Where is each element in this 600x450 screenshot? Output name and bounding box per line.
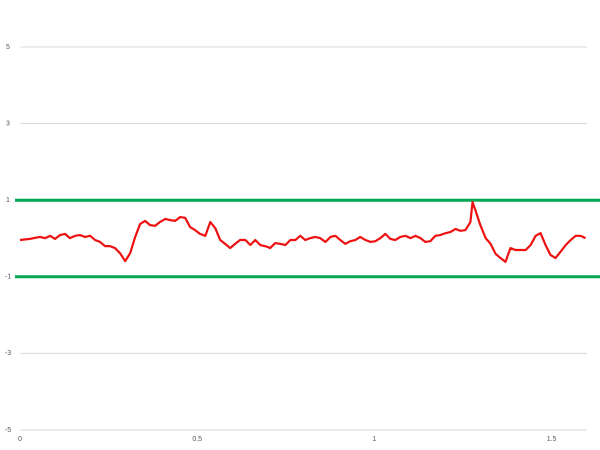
x-tick-label: 0.5 (192, 436, 202, 443)
y-tick-label: 5 (6, 44, 10, 51)
y-tick-label: -1 (5, 274, 11, 281)
x-tick-label: 0 (18, 436, 22, 443)
data-line (19, 201, 587, 263)
x-tick-label: 1.5 (547, 436, 557, 443)
y-tick-label: -5 (5, 427, 11, 434)
y-tick-label: 3 (6, 120, 10, 127)
x-tick-label: 1 (372, 436, 376, 443)
y-tick-label: 1 (6, 197, 10, 204)
y-tick-label: -3 (5, 350, 11, 357)
